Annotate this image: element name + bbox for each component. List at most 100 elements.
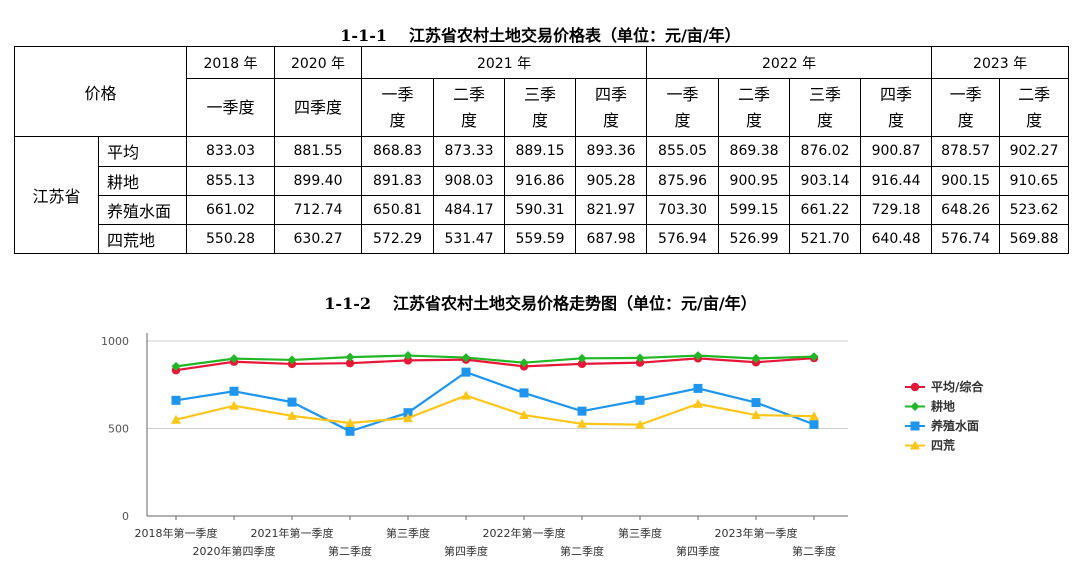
data-point [345,358,355,368]
quarter-header: 一季度 [646,78,720,138]
table-cell: 876.02 [789,136,862,167]
quarter-header-line: 度 [461,110,478,130]
table-caption-text: 江苏省农村土地交易价格表（单位：元/亩/年） [408,26,741,45]
quarter-header-line: 度 [532,110,549,130]
data-point [403,351,413,361]
table-cell: 687.98 [575,223,648,255]
table-cell: 729.18 [860,194,933,225]
x-tick-label: 2020年第四季度 [193,544,276,558]
legend-label: 养殖水面 [930,418,979,433]
land-type-label: 平均 [97,136,188,167]
data-point [461,353,471,363]
table-cell: 873.33 [433,136,506,167]
table-caption: 1-1-1 江苏省农村土地交易价格表（单位：元/亩/年） [0,22,1081,46]
quarter-header: 一季度 [931,78,1001,138]
price-table-body: 价格 2018 年 2020 年 2021 年 2022 年 2023 年一季度 四季度 一季… [13,45,1070,255]
quarter-header-line: 一季度 [206,97,255,117]
quarter-header: 四季度 [860,78,933,138]
x-tick-label: 第四季度 [676,544,720,558]
table-cell: 903.14 [789,165,862,196]
table-cell: 900.87 [860,136,933,167]
y-tick-label: 0 [122,510,129,523]
table-cell: 878.57 [931,136,1001,167]
legend-swatch-marker [910,402,920,411]
x-tick-label: 2023年第一季度 [715,526,798,540]
data-point [519,410,529,420]
quarter-header: 三季度 [789,78,862,138]
table-cell: 703.30 [646,194,720,225]
table-cell: 908.03 [433,165,506,196]
table-cell: 572.29 [361,223,435,255]
table-cell: 905.28 [575,165,648,196]
legend-label: 平均/综合 [931,379,984,394]
quarter-header-line: 二季 [738,84,771,104]
table-cell: 576.74 [931,223,1001,255]
quarter-header-line: 度 [603,110,620,130]
table-cell: 630.27 [274,223,363,255]
table-cell: 531.47 [433,223,506,255]
data-point [287,397,297,407]
price-table: 价格 2018 年 2020 年 2021 年 2022 年 2023 年一季度 四季度 一季… [13,45,1070,255]
table-cell: 900.15 [931,165,1001,196]
quarter-header-line: 度 [674,110,691,130]
data-point [345,426,355,436]
quarter-header-line: 二季 [453,84,486,104]
table-row: 江苏省 平均 833.03 881.55 868.83 873.33 889.15 893.3… [14,136,1070,254]
quarter-header-line: 度 [957,110,974,130]
data-point [577,359,587,369]
data-point [577,406,587,416]
data-point [171,414,181,424]
year-header: 2023 年 [931,45,1070,80]
data-point [403,413,413,423]
chart-caption-number: 1-1-2 [324,294,371,313]
data-point [635,419,645,429]
data-point [635,358,645,367]
table-cell: 550.28 [186,223,276,255]
table-cell: 576.94 [646,223,720,255]
data-point [345,417,355,427]
table-cell: 889.15 [504,136,577,167]
table-cell: 855.13 [186,165,276,196]
price-trend-chart: 050010002018年第一季度2020年第四季度2021年第一季度第二季度第… [101,333,984,558]
quarter-header-line: 三季 [809,84,842,104]
table-row: 耕地 855.13 899.40 891.83 908.03 916.86 905.28 87… [15,165,1070,196]
x-tick-label: 第四季度 [444,544,488,558]
table-cell: 902.27 [999,136,1070,167]
data-point [171,395,181,405]
data-point [577,353,587,363]
corner-label: 价格 [13,45,188,138]
x-tick-label: 2018年第一季度 [135,526,218,540]
land-type-label: 耕地 [97,165,188,196]
table-cell: 893.36 [575,136,648,167]
legend-swatch-marker [910,421,920,431]
header-row-years: 价格 2018 年 2020 年 2021 年 2022 年 2023 年 [13,45,1070,138]
table-cell: 640.48 [860,223,933,255]
table-cell: 875.96 [646,165,720,196]
quarter-header-line: 四季 [880,84,913,104]
table-cell: 916.44 [860,165,933,196]
quarter-header-line: 度 [888,110,905,130]
table-cell: 648.26 [931,194,1001,225]
quarter-header: 二季度 [718,78,791,138]
province-label: 江苏省 [14,136,99,254]
land-type-label: 养殖水面 [97,194,188,225]
table-cell: 891.83 [361,165,435,196]
data-point [635,395,645,405]
data-point [693,351,703,361]
table-cell: 900.95 [718,165,791,196]
data-point [519,388,529,398]
header-row-quarters: 一季度 四季度 一季度二季度三季度四季度一季度二季度三季度四季度一季度二季度 [15,78,1070,138]
y-tick-label: 1000 [101,335,129,348]
series-line [175,354,815,368]
quarter-header: 一季度 [361,78,435,138]
table-cell: 590.31 [504,194,577,225]
data-point [461,390,471,400]
table-cell: 899.40 [274,165,363,196]
data-point [229,386,239,396]
quarter-header-line: 度 [1026,110,1043,130]
table-cell: 661.22 [789,194,862,225]
table-cell: 855.05 [646,136,720,167]
x-tick-label: 第三季度 [386,526,430,540]
data-point [403,356,413,365]
table-cell: 523.62 [999,194,1070,225]
